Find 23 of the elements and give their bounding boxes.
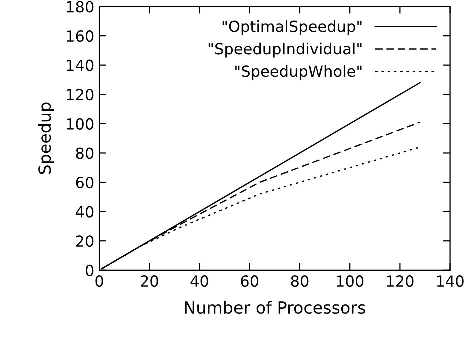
y-tick-label: 180 — [67, 1, 94, 13]
y-tick-label: 100 — [67, 118, 94, 130]
y-tick-label: 40 — [76, 206, 94, 218]
legend-label: "SpeedupIndividual" — [208, 42, 362, 58]
y-tick-label: 160 — [67, 30, 94, 42]
x-tick-label: 100 — [337, 276, 364, 288]
legend-label: "SpeedupWhole" — [236, 65, 362, 80]
y-tick-label: 80 — [76, 148, 94, 160]
y-tick-label: 20 — [76, 236, 94, 248]
y-tick-label: 120 — [67, 89, 94, 101]
x-tick-label: 120 — [387, 276, 414, 288]
y-axis-title: Speedup — [38, 102, 54, 174]
y-tick-label: 0 — [86, 264, 94, 276]
x-tick-label: 60 — [241, 276, 259, 288]
legend-label: "OptimalSpeedup" — [222, 20, 362, 36]
x-tick-label: 20 — [141, 276, 158, 288]
x-axis-title: Number of Processors — [185, 301, 366, 314]
x-tick-label: 40 — [190, 276, 208, 288]
y-tick-label: 60 — [76, 176, 94, 189]
x-tick-label: 0 — [96, 276, 104, 288]
y-tick-label: 140 — [67, 60, 94, 72]
x-tick-label: 80 — [291, 276, 309, 288]
x-tick-label: 140 — [437, 276, 464, 288]
